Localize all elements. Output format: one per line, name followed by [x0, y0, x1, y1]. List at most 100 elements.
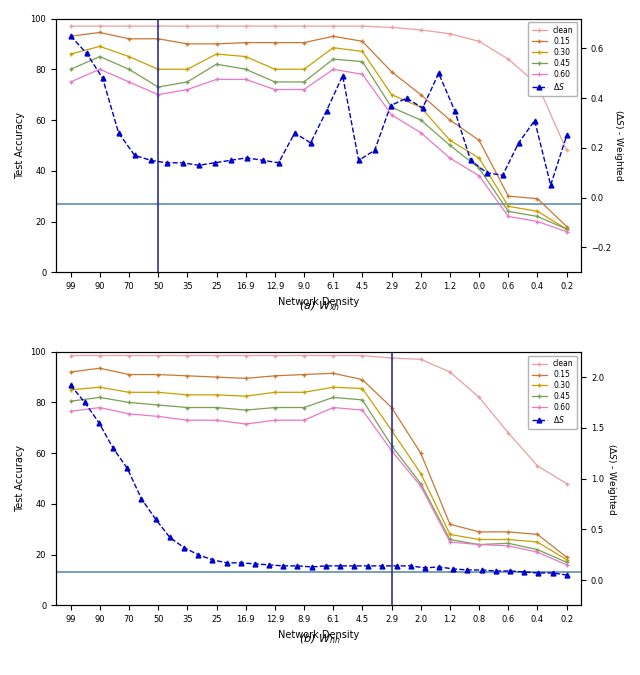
0.45 [154, 83, 162, 91]
0.60 [125, 78, 133, 86]
0.60 [300, 416, 308, 425]
$\Delta S$ [435, 69, 442, 77]
0.45 [388, 103, 396, 111]
$\Delta S$ [109, 444, 117, 452]
0.30 [388, 90, 396, 99]
0.45 [504, 539, 512, 547]
0.15 [271, 372, 278, 380]
0.30 [476, 535, 483, 543]
0.30 [184, 65, 191, 74]
$\Delta S$ [451, 107, 458, 115]
clean [534, 462, 541, 470]
0.60 [417, 482, 424, 490]
0.15 [184, 372, 191, 380]
0.60 [242, 420, 250, 428]
$\Delta S$ [67, 32, 74, 40]
$\Delta S$ [124, 464, 131, 472]
0.60 [242, 76, 250, 84]
$\Delta S$ [179, 159, 186, 167]
0.15 [563, 554, 570, 562]
$\Delta S$ [99, 74, 106, 82]
$\Delta S$ [515, 139, 522, 147]
$\Delta S$ [563, 132, 570, 140]
0.15 [388, 404, 396, 412]
0.30 [271, 65, 278, 74]
0.45 [154, 401, 162, 409]
0.45 [534, 545, 541, 554]
$\Delta S$ [387, 101, 394, 109]
clean [184, 22, 191, 30]
$\Delta S$ [81, 398, 88, 406]
$\Delta S$ [520, 568, 528, 576]
0.30 [125, 53, 133, 61]
0.15 [212, 40, 220, 48]
clean [330, 352, 337, 360]
$\Delta S$ [152, 515, 159, 523]
0.30 [388, 427, 396, 435]
Line: 0.60: 0.60 [68, 405, 569, 567]
0.45 [67, 397, 74, 405]
clean [125, 352, 133, 360]
$\Delta S$ [483, 169, 490, 177]
$\Delta S$ [355, 156, 362, 164]
X-axis label: Network Density: Network Density [278, 630, 359, 640]
0.30 [330, 383, 337, 392]
0.60 [388, 111, 396, 119]
clean [154, 352, 162, 360]
Y-axis label: $(\Delta S)$ - Weighted: $(\Delta S)$ - Weighted [605, 443, 618, 514]
$\Delta S$ [407, 562, 415, 570]
Y-axis label: $(\Delta S)$ - Weighted: $(\Delta S)$ - Weighted [612, 109, 625, 182]
Line: clean: clean [68, 353, 569, 486]
$\Delta S$ [237, 559, 244, 567]
$\Delta S$ [280, 562, 287, 570]
$\Delta S$ [223, 559, 230, 567]
0.60 [504, 542, 512, 550]
0.15 [417, 449, 424, 457]
0.45 [476, 541, 483, 549]
$\Delta S$ [350, 562, 358, 570]
0.15 [96, 28, 104, 36]
0.45 [358, 57, 366, 65]
0.30 [242, 392, 250, 400]
0.15 [504, 528, 512, 536]
0.45 [212, 60, 220, 68]
0.60 [358, 70, 366, 78]
clean [446, 368, 454, 376]
0.30 [154, 65, 162, 74]
$\Delta S$ [403, 94, 410, 102]
$\Delta S$ [419, 104, 426, 112]
0.15 [534, 194, 541, 202]
0.60 [446, 154, 454, 162]
clean [271, 352, 278, 360]
clean [534, 80, 541, 88]
$\Delta S$ [379, 562, 387, 570]
0.60 [330, 65, 337, 74]
0.15 [125, 371, 133, 379]
$\Delta S$ [95, 418, 103, 427]
0.60 [96, 65, 104, 74]
0.15 [242, 375, 250, 383]
$\Delta S$ [534, 569, 542, 577]
clean [330, 22, 337, 30]
$\Delta S$ [364, 562, 372, 570]
0.30 [417, 103, 424, 111]
0.45 [417, 116, 424, 124]
Line: 0.30: 0.30 [68, 44, 569, 232]
0.30 [184, 391, 191, 399]
$\Delta S$ [307, 139, 314, 147]
0.15 [67, 32, 74, 40]
0.30 [504, 535, 512, 543]
0.45 [271, 404, 278, 412]
0.60 [212, 76, 220, 84]
$\Delta S$ [131, 151, 138, 159]
0.60 [271, 416, 278, 425]
$\Delta S$ [180, 543, 188, 551]
Text: (b) $W_{hh}$: (b) $W_{hh}$ [299, 632, 341, 647]
clean [417, 355, 424, 363]
0.45 [388, 441, 396, 450]
clean [300, 22, 308, 30]
Line: $\Delta S$: $\Delta S$ [68, 383, 569, 577]
0.45 [534, 213, 541, 221]
0.30 [96, 383, 104, 392]
clean [212, 22, 220, 30]
